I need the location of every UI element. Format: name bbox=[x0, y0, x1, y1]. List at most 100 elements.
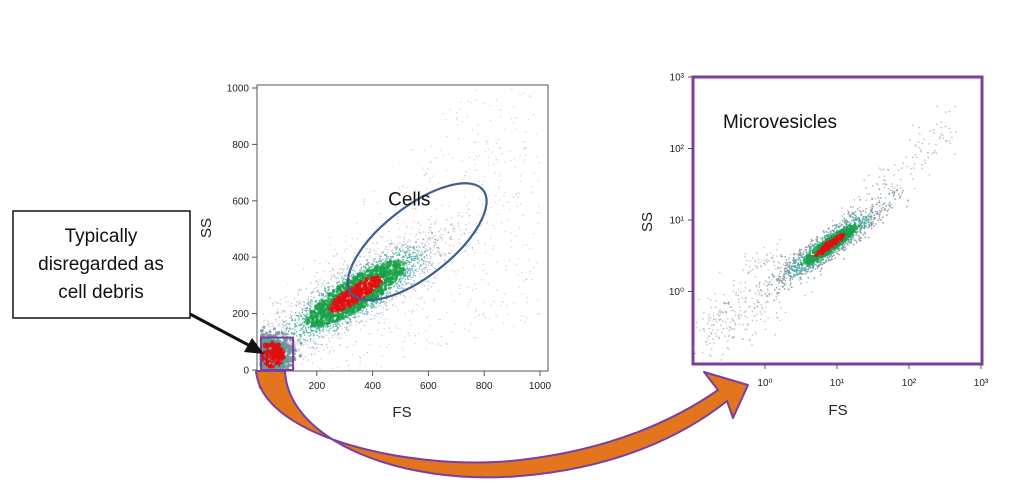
left-data-point bbox=[366, 313, 369, 316]
right-data-point bbox=[835, 229, 838, 232]
left-data-point bbox=[294, 345, 296, 348]
left-data-point bbox=[410, 283, 413, 286]
left-data-point bbox=[304, 307, 307, 310]
left-data-point bbox=[275, 349, 280, 353]
left-data-point bbox=[502, 205, 505, 207]
right-data-point bbox=[773, 275, 776, 278]
left-data-point bbox=[382, 266, 386, 270]
left-data-point bbox=[427, 261, 429, 263]
left-data-point bbox=[296, 321, 299, 324]
left-data-point bbox=[328, 262, 330, 264]
left-data-point bbox=[298, 333, 301, 336]
left-data-point bbox=[280, 343, 284, 348]
left-data-point bbox=[427, 248, 429, 251]
left-data-point bbox=[264, 319, 267, 321]
left-data-point bbox=[328, 352, 331, 354]
left-data-point bbox=[509, 88, 512, 91]
left-data-point bbox=[291, 318, 294, 321]
left-data-point bbox=[333, 255, 335, 257]
left-data-point bbox=[298, 301, 300, 304]
left-data-point bbox=[404, 336, 406, 338]
left-data-point bbox=[288, 341, 291, 343]
left-data-point bbox=[524, 154, 527, 156]
left-data-point bbox=[313, 334, 316, 337]
right-data-point bbox=[783, 284, 786, 287]
left-data-point bbox=[514, 166, 516, 168]
left-data-point bbox=[371, 290, 375, 294]
left-data-point bbox=[299, 302, 302, 305]
left-data-point bbox=[281, 341, 285, 345]
left-data-point bbox=[435, 234, 438, 236]
left-data-point bbox=[391, 242, 393, 245]
left-data-point bbox=[420, 263, 422, 266]
left-data-point bbox=[303, 301, 306, 304]
left-data-point bbox=[363, 313, 366, 315]
left-data-point bbox=[364, 268, 366, 270]
left-data-point bbox=[451, 249, 453, 251]
left-data-point bbox=[446, 218, 448, 221]
left-data-point bbox=[367, 351, 369, 354]
right-data-point bbox=[870, 227, 873, 230]
left-data-point bbox=[439, 344, 442, 347]
left-data-point bbox=[389, 292, 392, 295]
left-data-point bbox=[429, 251, 432, 254]
left-data-point bbox=[317, 290, 320, 292]
left-data-point bbox=[385, 304, 387, 307]
left-data-point bbox=[403, 240, 406, 242]
left-data-point bbox=[444, 260, 446, 263]
left-data-point bbox=[428, 180, 431, 183]
left-data-point bbox=[376, 329, 379, 332]
left-data-point bbox=[451, 269, 453, 272]
left-data-point bbox=[341, 311, 345, 315]
left-data-point bbox=[468, 222, 470, 224]
left-data-point bbox=[418, 260, 421, 262]
left-data-point bbox=[301, 363, 303, 365]
left-data-point bbox=[389, 331, 392, 333]
right-data-point bbox=[852, 243, 855, 246]
left-data-point bbox=[301, 322, 304, 325]
left-data-point bbox=[405, 284, 408, 287]
left-data-point bbox=[463, 175, 465, 177]
right-data-point bbox=[867, 214, 870, 217]
left-data-point bbox=[343, 331, 346, 334]
left-data-point bbox=[375, 306, 377, 308]
left-data-point bbox=[328, 325, 331, 328]
left-data-point bbox=[413, 257, 416, 260]
left-data-point bbox=[403, 301, 406, 303]
left-data-point bbox=[448, 252, 450, 254]
left-data-point bbox=[475, 231, 478, 234]
left-data-point bbox=[332, 349, 335, 352]
left-data-point bbox=[390, 286, 393, 289]
right-data-point bbox=[810, 247, 812, 249]
left-data-point bbox=[470, 101, 472, 104]
cells-gate-label: Cells bbox=[388, 190, 430, 211]
left-data-point bbox=[311, 345, 314, 348]
left-data-point bbox=[385, 246, 388, 248]
left-data-point bbox=[333, 331, 335, 333]
left-data-point bbox=[260, 332, 264, 336]
left-data-point bbox=[324, 287, 326, 289]
right-data-point bbox=[870, 223, 873, 225]
left-data-point bbox=[373, 314, 375, 317]
left-data-point bbox=[439, 255, 442, 258]
left-data-point bbox=[403, 341, 405, 343]
left-data-point bbox=[394, 260, 398, 264]
left-data-point bbox=[320, 322, 324, 326]
left-data-point bbox=[376, 202, 379, 204]
left-data-point bbox=[427, 264, 430, 267]
left-data-point bbox=[437, 182, 440, 184]
left-data-point bbox=[371, 302, 373, 305]
left-data-point bbox=[431, 237, 434, 239]
left-data-point bbox=[276, 312, 278, 315]
right-data-point bbox=[783, 268, 786, 271]
left-data-point bbox=[437, 239, 439, 242]
right-data-point bbox=[789, 284, 792, 286]
left-data-point bbox=[397, 258, 399, 261]
left-data-point bbox=[536, 155, 538, 158]
left-data-point bbox=[302, 317, 304, 320]
left-data-point bbox=[324, 326, 327, 328]
left-data-point bbox=[408, 253, 410, 255]
right-data-point bbox=[893, 194, 895, 197]
left-data-point bbox=[335, 297, 337, 299]
left-data-point bbox=[425, 254, 428, 257]
